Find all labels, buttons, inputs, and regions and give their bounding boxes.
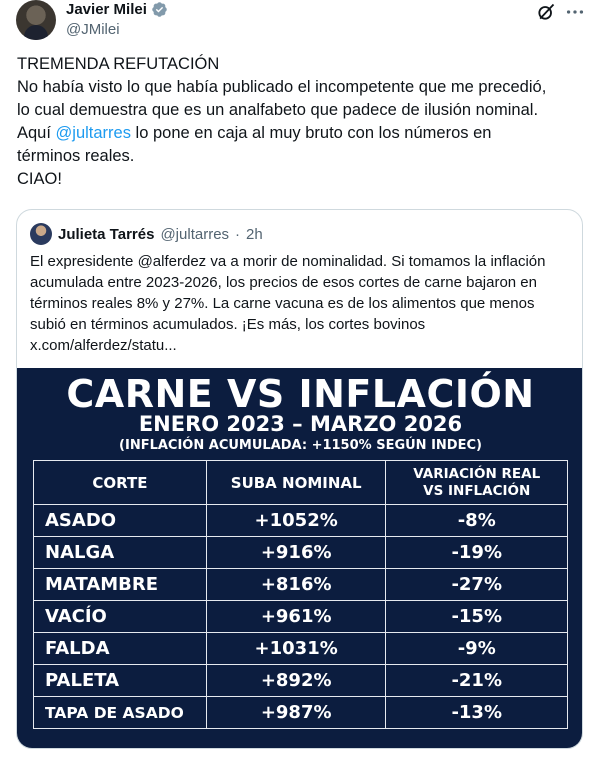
quoted-author-handle[interactable]: @jultarres <box>160 225 230 243</box>
cell-real: -8% <box>385 504 568 537</box>
quoted-tweet-header: Julieta Tarrés @jultarres · 2h <box>30 223 263 245</box>
table-row: ASADO +1052% -8% <box>33 504 568 537</box>
author-name[interactable]: Javier Milei <box>66 1 147 18</box>
cell-corte: VACÍO <box>33 600 207 633</box>
author-handle[interactable]: @JMilei <box>66 21 120 38</box>
tweet-line: TREMENDA REFUTACIÓN <box>17 55 220 73</box>
table-header-row: CORTE SUBA NOMINAL VARIACIÓN REAL VS INFL… <box>33 460 568 505</box>
cell-corte: NALGA <box>33 536 207 569</box>
quoted-timestamp[interactable]: 2h <box>246 225 263 243</box>
header-real-line2: VS INFLACIÓN <box>423 482 531 499</box>
author-name-row: Javier Milei <box>66 1 168 18</box>
more-icon[interactable] <box>564 1 586 23</box>
table-row: VACÍO +961% -15% <box>33 600 568 633</box>
table-row: MATAMBRE +816% -27% <box>33 568 568 601</box>
mention-link[interactable]: @jultarres <box>55 124 131 142</box>
grok-icon[interactable] <box>536 2 556 22</box>
cell-corte: ASADO <box>33 504 207 537</box>
author-avatar[interactable] <box>16 0 56 40</box>
header-corte: CORTE <box>33 460 207 505</box>
cell-corte: MATAMBRE <box>33 568 207 601</box>
tweet-line-with-mention: Aquí @jultarres lo pone en caja al muy b… <box>17 122 587 145</box>
cell-nominal: +816% <box>205 568 387 601</box>
quoted-line: acumulada entre 2023-2026, los precios d… <box>30 274 537 291</box>
quoted-line: subió en términos acumulados. ¡Es más, l… <box>30 316 426 333</box>
cell-real: -27% <box>385 568 568 601</box>
cell-real: -15% <box>385 600 568 633</box>
cell-real: -13% <box>385 696 568 729</box>
infographic-title: CARNE VS INFLACIÓN <box>66 372 535 416</box>
tweet-text-fragment: lo pone en caja al muy bruto con los núm… <box>130 124 492 142</box>
table-row: FALDA +1031% -9% <box>33 632 568 665</box>
header-real-line1: VARIACIÓN REAL <box>413 465 541 482</box>
quoted-line-link[interactable]: x.com/alferdez/statu... <box>30 337 177 354</box>
tweet-line: No había visto lo que había publicado el… <box>17 78 547 96</box>
cell-nominal: +892% <box>205 664 387 697</box>
cell-real: -19% <box>385 536 568 569</box>
table-row: PALETA +892% -21% <box>33 664 568 697</box>
infographic-subtitle: ENERO 2023 – MARZO 2026 <box>138 412 463 436</box>
tweet-text-fragment: Aquí <box>17 124 56 142</box>
cell-corte: FALDA <box>33 632 207 665</box>
quoted-line: El expresidente @alferdez va a morir de … <box>30 253 546 270</box>
cell-real: -21% <box>385 664 568 697</box>
meta-separator: · <box>235 225 241 243</box>
cell-nominal: +987% <box>205 696 387 729</box>
cell-nominal: +1031% <box>205 632 387 665</box>
tweet-header: Javier Milei @JMilei <box>16 0 586 44</box>
cell-corte: TAPA DE ASADO <box>33 696 207 729</box>
infographic-note: (INFLACIÓN ACUMULADA: +1150% SEGÚN INDEC… <box>119 438 482 453</box>
meat-table: CORTE SUBA NOMINAL VARIACIÓN REAL VS INFL… <box>33 460 568 729</box>
infographic-image[interactable]: CARNE VS INFLACIÓN ENERO 2023 – MARZO 20… <box>17 368 582 748</box>
cell-real: -9% <box>385 632 568 665</box>
verified-badge-icon <box>152 2 167 17</box>
quoted-author-avatar[interactable] <box>30 223 52 245</box>
table-row: TAPA DE ASADO +987% -13% <box>33 696 568 729</box>
tweet-line: CIAO! <box>17 170 62 188</box>
quoted-line: términos reales 8% y 27%. La carne vacun… <box>30 295 535 312</box>
header-nominal: SUBA NOMINAL <box>205 460 387 505</box>
table-row: NALGA +916% -19% <box>33 536 568 569</box>
cell-corte: PALETA <box>33 664 207 697</box>
quoted-tweet-text: El expresidente @alferdez va a morir de … <box>30 251 575 356</box>
tweet-line: lo cual demuestra que es un analfabeto q… <box>17 101 539 119</box>
cell-nominal: +961% <box>205 600 387 633</box>
cell-nominal: +916% <box>205 536 387 569</box>
quoted-tweet[interactable]: Julieta Tarrés @jultarres · 2h El expres… <box>16 209 583 749</box>
header-real: VARIACIÓN REAL VS INFLACIÓN <box>385 460 568 505</box>
cell-nominal: +1052% <box>205 504 387 537</box>
quoted-author-name[interactable]: Julieta Tarrés <box>58 225 155 243</box>
tweet-line: términos reales. <box>17 147 135 165</box>
tweet-text: TREMENDA REFUTACIÓN No había visto lo qu… <box>17 53 587 191</box>
